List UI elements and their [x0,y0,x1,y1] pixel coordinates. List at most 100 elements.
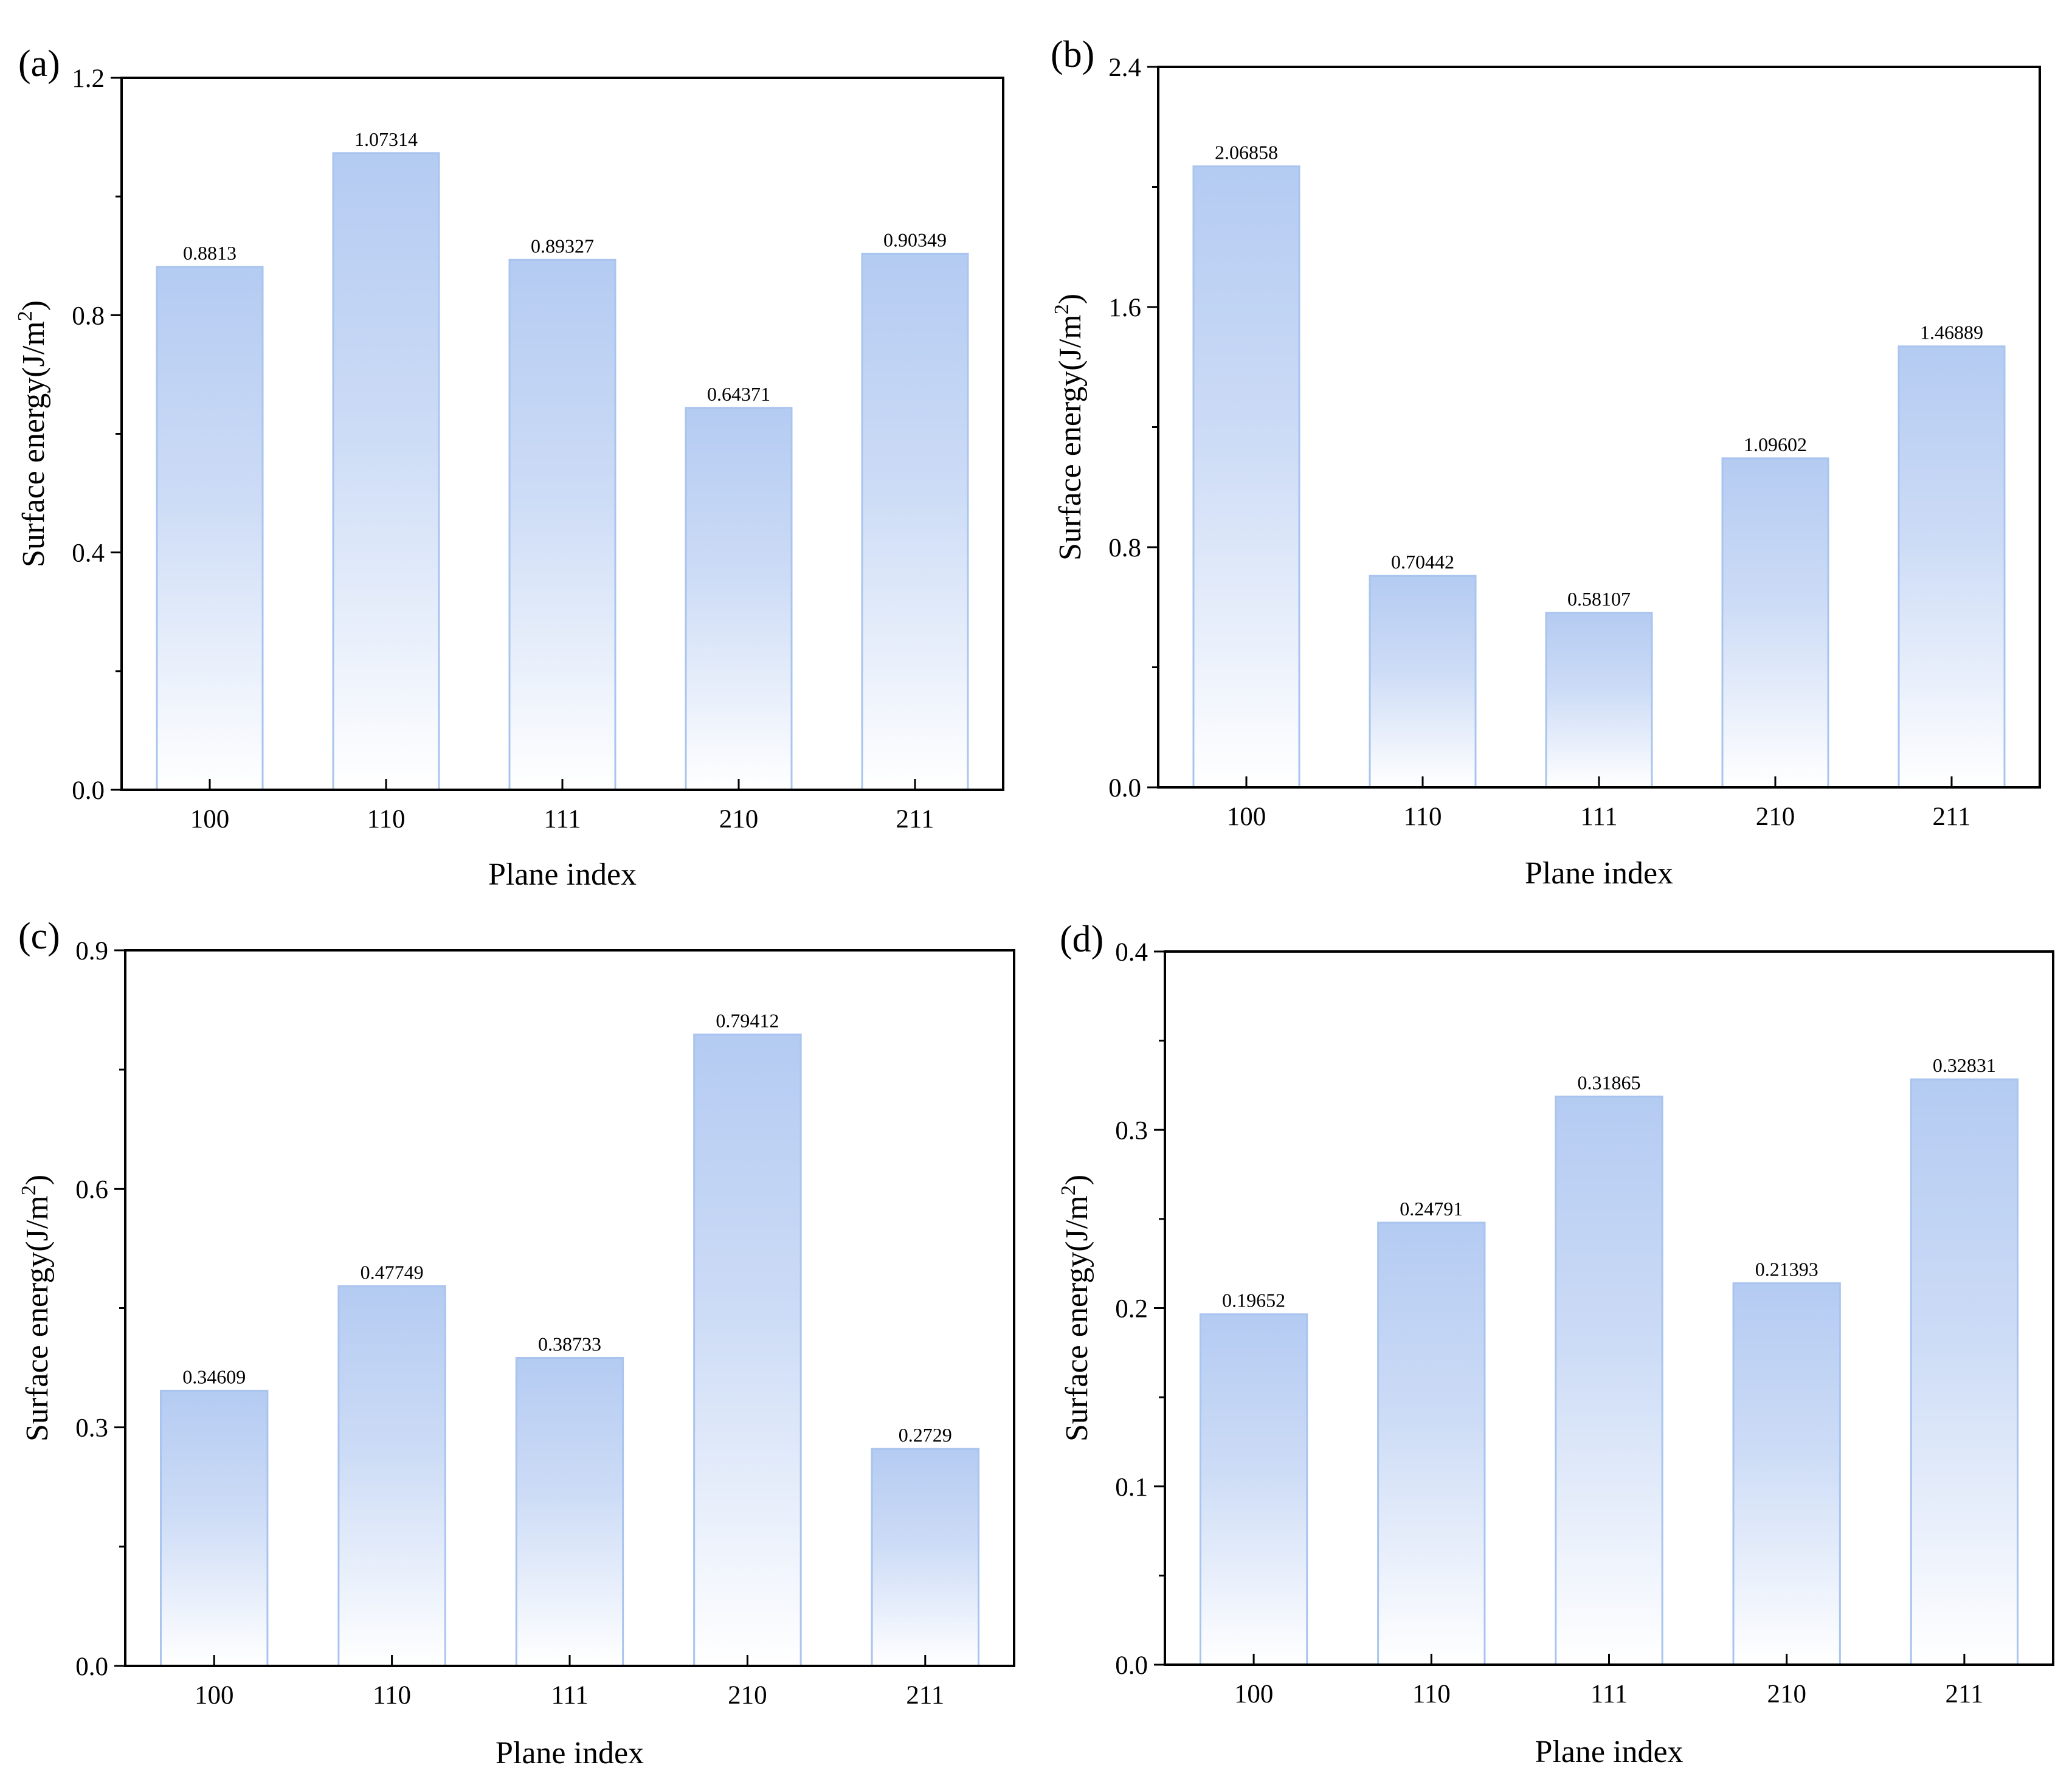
y-axis-title: Surface energy(J/m2) [18,1175,55,1442]
data-label-211: 1.46889 [1920,322,1983,344]
bar-210 [693,1033,802,1667]
y-tick-label: 0.4 [1115,938,1148,967]
y-tick-label: 0.0 [72,776,105,805]
bar-100 [1192,165,1300,789]
y-tick-label: 0.3 [1115,1116,1148,1145]
bar-210 [685,407,793,791]
data-label-211: 0.32831 [1933,1054,1996,1076]
x-tick-label-110: 110 [1412,1680,1451,1708]
data-label-110: 0.47749 [361,1262,424,1283]
x-tick-label-211: 211 [906,1681,944,1710]
y-axis-title-superscript: 2 [14,311,36,321]
x-tick-label-111: 111 [551,1681,588,1710]
panel-label: (d) [1060,919,1103,960]
plot-frame [120,77,1004,791]
y-tick-label: 0.9 [75,937,108,965]
y-axis-title-end: ) [1060,1175,1094,1185]
bar-211 [1898,345,2006,789]
y-axis-title-main: Surface energy(J/m [20,1195,55,1442]
y-tick-label: 0.8 [1108,534,1141,562]
x-tick-label-210: 210 [1767,1680,1806,1708]
data-label-210: 0.79412 [716,1009,779,1031]
data-label-110: 0.70442 [1391,551,1454,573]
x-tick-label-210: 210 [728,1681,767,1710]
x-tick-label-211: 211 [1933,803,1971,831]
data-label-100: 0.34609 [182,1366,246,1387]
x-tick-label-111: 111 [1590,1680,1628,1708]
y-axis-title-end: ) [16,300,51,311]
chart-panel-2: 2.06858 100 0.70442 110 0.58107 111 1.09602 210… [1051,34,2041,891]
plot-frame [124,949,1015,1667]
bar-111 [508,258,616,791]
y-tick-label: 0.2 [1115,1295,1148,1324]
x-tick-label-110: 110 [367,805,406,834]
x-tick-label-110: 110 [373,1681,411,1710]
bar-211 [861,252,969,791]
bar-211 [871,1448,980,1667]
x-axis-title: Plane index [496,1736,644,1770]
bar-100 [1199,1313,1308,1666]
y-tick-label: 0.4 [72,539,105,568]
y-axis-title-main: Surface energy(J/m [1053,314,1088,561]
x-axis-title: Plane index [1525,856,1673,891]
bar-210 [1721,457,1829,789]
x-axis-title: Plane index [1535,1735,1683,1769]
chart-panel-4: 0.19652 100 0.24791 110 0.31865 111 0.21393 210… [1057,919,2054,1769]
data-label-111: 0.89327 [531,235,594,257]
data-label-111: 0.38733 [538,1333,601,1355]
data-label-110: 0.24791 [1400,1198,1463,1220]
data-label-210: 0.21393 [1755,1259,1818,1280]
panel-label: (c) [18,916,60,957]
x-tick-label-111: 111 [1580,803,1617,831]
y-tick-label: 1.2 [72,64,105,93]
y-axis-title: Surface energy(J/m2) [1057,1175,1094,1442]
x-tick-label-100: 100 [1234,1680,1274,1708]
bar-100 [159,1389,269,1667]
chart-panel-1: 0.8813 100 1.07314 110 0.89327 111 0.64371 210 0… [14,43,1004,892]
bar-100 [156,266,264,791]
x-tick-label-211: 211 [1945,1680,1983,1708]
y-axis-title-main: Surface energy(J/m [16,321,51,567]
y-axis-title-main: Surface energy(J/m [1060,1195,1094,1442]
x-tick-label-100: 100 [190,805,230,834]
x-axis-title: Plane index [488,857,637,892]
y-tick-label: 0.1 [1115,1473,1148,1502]
x-tick-label-210: 210 [719,805,759,834]
data-label-100: 2.06858 [1215,142,1278,164]
x-tick-label-211: 211 [896,805,934,834]
x-tick-label-111: 111 [544,805,581,834]
y-tick-label: 1.6 [1108,294,1141,322]
bar-210 [1732,1282,1841,1666]
y-tick-label: 0.6 [75,1175,108,1204]
y-axis-title-superscript: 2 [1057,1185,1080,1195]
chart-panel-3: 0.34609 100 0.47749 110 0.38733 111 0.79412 210… [18,916,1015,1770]
y-axis-title: Surface energy(J/m2) [14,300,51,567]
data-label-111: 0.58107 [1567,588,1631,610]
y-axis-title: Surface energy(J/m2) [1051,294,1088,561]
bar-110 [1377,1221,1486,1666]
y-axis-title-end: ) [20,1175,55,1185]
y-axis-title-superscript: 2 [18,1185,40,1195]
y-axis-title-superscript: 2 [1051,304,1073,314]
y-tick-label: 0.0 [1108,774,1141,803]
data-label-110: 1.07314 [354,128,418,150]
bar-111 [1545,612,1653,789]
bar-111 [1555,1096,1663,1666]
y-tick-label: 0.3 [75,1414,108,1443]
data-label-100: 0.8813 [183,242,237,264]
bar-110 [337,1285,446,1667]
y-tick-label: 2.4 [1108,54,1141,82]
bar-211 [1910,1078,2019,1666]
x-tick-label-110: 110 [1404,803,1442,831]
bar-111 [515,1356,624,1667]
plot-frame [1157,66,2041,789]
y-tick-label: 0.8 [72,302,105,330]
x-tick-label-210: 210 [1756,803,1795,831]
bar-110 [332,152,440,791]
y-axis-title-end: ) [1053,294,1088,304]
data-label-211: 0.2729 [899,1424,952,1446]
plot-frame [1164,950,2054,1666]
data-label-100: 0.19652 [1222,1290,1285,1311]
x-tick-label-100: 100 [1227,803,1266,831]
